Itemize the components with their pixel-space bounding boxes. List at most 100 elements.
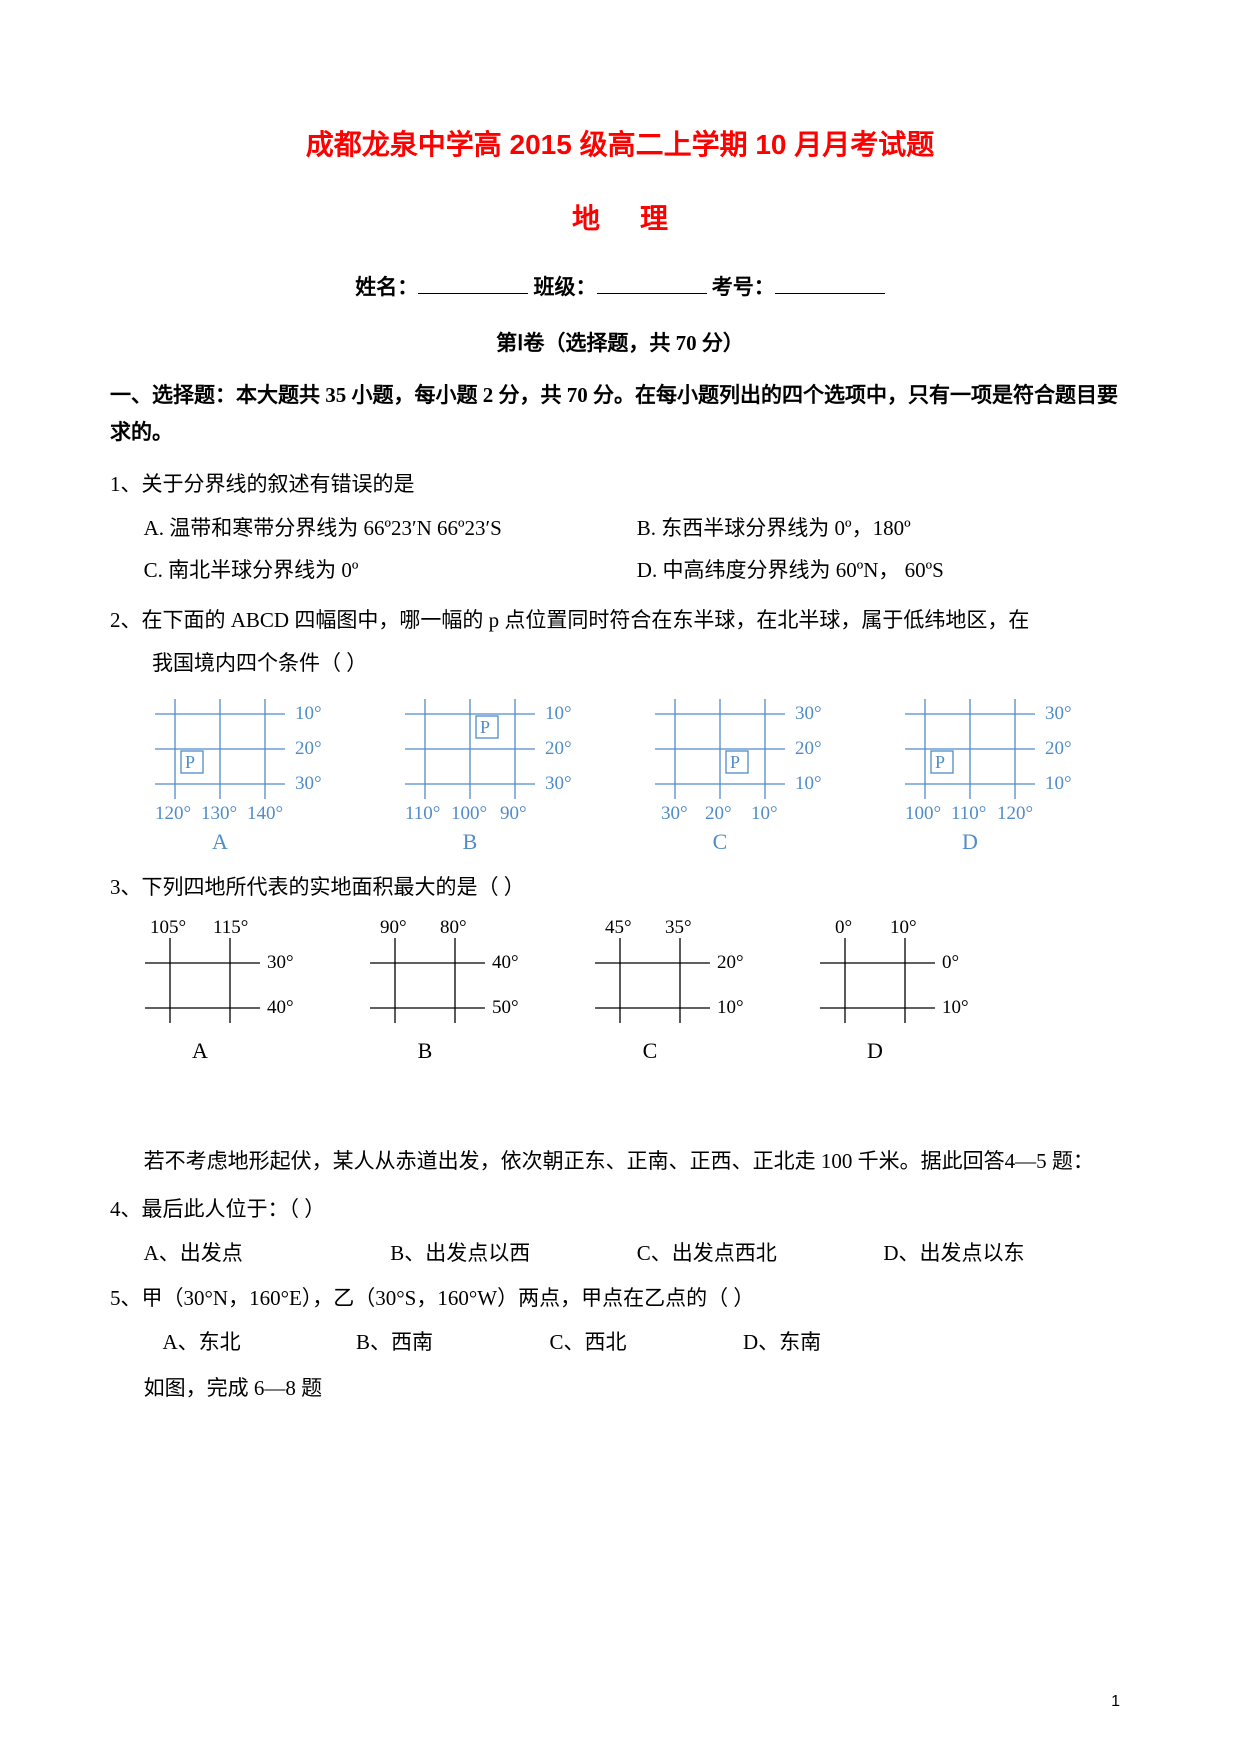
q2c-lat1: 20° xyxy=(795,738,822,759)
q2b-lat2: 30° xyxy=(545,773,572,794)
q5-opt-a[interactable]: A、东北 xyxy=(163,1324,357,1362)
q3c-letter: C xyxy=(643,1038,658,1063)
q1-opt-c[interactable]: C. 南北半球分界线为 0º xyxy=(144,552,637,590)
q2b-p: P xyxy=(480,717,490,737)
exam-title-main: 成都龙泉中学高 2015 级高二上学期 10 月月考试题 xyxy=(110,120,1130,170)
q3a-lon0: 105° xyxy=(150,917,186,938)
page-number: 1 xyxy=(1111,1688,1120,1717)
question-2: 2、在下面的 ABCD 四幅图中，哪一幅的 p 点位置同时符合在东半球，在北半球… xyxy=(110,602,1130,860)
q2d-lon0: 100° xyxy=(905,803,941,824)
examno-input-blank[interactable] xyxy=(775,269,885,294)
q3b-lon1: 80° xyxy=(440,917,467,938)
q3b-lat0: 40° xyxy=(492,952,519,973)
q2-stem-l2: 我国境内四个条件（ ） xyxy=(110,645,1130,683)
q2d-lat1: 20° xyxy=(1045,738,1072,759)
q2-fig-b: 10° 20° 30° 110° 100° 90° P B xyxy=(385,689,625,859)
student-info-line: 姓名： 班级： 考号： xyxy=(110,269,1130,307)
passage-6-8: 如图，完成 6—8 题 xyxy=(110,1370,1130,1408)
q2-stem-l1: 2、在下面的 ABCD 四幅图中，哪一幅的 p 点位置同时符合在东半球，在北半球… xyxy=(110,602,1130,640)
q2a-lat0: 10° xyxy=(295,703,322,724)
question-4: 4、最后此人位于：（ ） A、出发点 B、出发点以西 C、出发点西北 D、出发点… xyxy=(110,1191,1130,1273)
question-3: 3、下列四地所代表的实地面积最大的是（ ） 105° 115° 30° 40° … xyxy=(110,869,1130,1073)
class-label: 班级： xyxy=(534,275,597,299)
q4-opt-a[interactable]: A、出发点 xyxy=(144,1235,391,1273)
q3d-letter: D xyxy=(867,1038,883,1063)
q3-stem: 3、下列四地所代表的实地面积最大的是（ ） xyxy=(110,869,1130,907)
q2b-lon1: 100° xyxy=(451,803,487,824)
class-input-blank[interactable] xyxy=(597,269,707,294)
q1-options: A. 温带和寒带分界线为 66º23′N 66º23′S B. 东西半球分界线为… xyxy=(110,510,1130,594)
q4-opt-d[interactable]: D、出发点以东 xyxy=(883,1235,1130,1273)
q2d-lat2: 10° xyxy=(1045,773,1072,794)
q3c-lat0: 20° xyxy=(717,952,744,973)
q2a-p: P xyxy=(185,752,195,772)
q2d-lon2: 120° xyxy=(997,803,1033,824)
q2-fig-a: 10° 20° 30° 120° 130° 140° P A xyxy=(135,689,375,859)
examno-label: 考号： xyxy=(712,275,775,299)
q2c-lat0: 30° xyxy=(795,703,822,724)
q4-opt-c[interactable]: C、出发点西北 xyxy=(637,1235,884,1273)
q2c-lon2: 10° xyxy=(751,803,778,824)
q5-opt-c[interactable]: C、西北 xyxy=(550,1324,744,1362)
q2c-lon0: 30° xyxy=(661,803,688,824)
q5-opt-d[interactable]: D、东南 xyxy=(743,1324,937,1362)
q2a-lon1: 130° xyxy=(201,803,237,824)
q3b-lon0: 90° xyxy=(380,917,407,938)
q3a-lat1: 40° xyxy=(267,997,294,1018)
q2b-lon2: 90° xyxy=(500,803,527,824)
q3a-letter: A xyxy=(192,1038,208,1063)
q3b-lat1: 50° xyxy=(492,997,519,1018)
q3d-lon0: 0° xyxy=(835,917,852,938)
q3-fig-b: 90° 80° 40° 50° B xyxy=(360,913,575,1073)
q5-opt-b[interactable]: B、西南 xyxy=(356,1324,550,1362)
q4-stem: 4、最后此人位于：（ ） xyxy=(110,1191,1130,1229)
q4-opt-b[interactable]: B、出发点以西 xyxy=(390,1235,637,1273)
q2b-letter: B xyxy=(463,829,478,854)
q2d-letter: D xyxy=(962,829,978,854)
q2d-lon1: 110° xyxy=(951,803,986,824)
q2d-lat0: 30° xyxy=(1045,703,1072,724)
section-header: 第Ⅰ卷（选择题，共 70 分） xyxy=(110,325,1130,363)
q3-fig-c: 45° 35° 20° 10° C xyxy=(585,913,800,1073)
q3c-lon1: 35° xyxy=(665,917,692,938)
section-instructions: 一、选择题：本大题共 35 小题，每小题 2 分，共 70 分。在每小题列出的四… xyxy=(110,377,1130,453)
q2a-lon0: 120° xyxy=(155,803,191,824)
q2c-letter: C xyxy=(713,829,728,854)
q2a-lat2: 30° xyxy=(295,773,322,794)
q2b-lat1: 20° xyxy=(545,738,572,759)
passage-4-5: 若不考虑地形起伏，某人从赤道出发，依次朝正东、正南、正西、正北走 100 千米。… xyxy=(110,1143,1130,1181)
q2b-lat0: 10° xyxy=(545,703,572,724)
exam-title-subject: 地理 xyxy=(110,194,1130,244)
q2d-p: P xyxy=(935,752,945,772)
q5-stem: 5、甲（30°N，160°E），乙（30°S，160°W）两点，甲点在乙点的（ … xyxy=(110,1280,1130,1318)
q2a-lon2: 140° xyxy=(247,803,283,824)
q3d-lat1: 10° xyxy=(942,997,969,1018)
q2b-lon0: 110° xyxy=(405,803,440,824)
q2-fig-c: 30° 20° 10° 30° 20° 10° P C xyxy=(635,689,875,859)
q1-opt-a[interactable]: A. 温带和寒带分界线为 66º23′N 66º23′S xyxy=(144,510,637,548)
q5-options: A、东北 B、西南 C、西北 D、东南 xyxy=(110,1324,1130,1362)
q2a-lat1: 20° xyxy=(295,738,322,759)
q3a-lon1: 115° xyxy=(213,917,248,938)
q3a-lat0: 30° xyxy=(267,952,294,973)
q3c-lat1: 10° xyxy=(717,997,744,1018)
name-label: 姓名： xyxy=(355,275,418,299)
question-1: 1、关于分界线的叙述有错误的是 A. 温带和寒带分界线为 66º23′N 66º… xyxy=(110,466,1130,593)
q2a-letter: A xyxy=(212,829,228,854)
q3-fig-d: 0° 10° 0° 10° D xyxy=(810,913,1025,1073)
q1-opt-d[interactable]: D. 中高纬度分界线为 60ºN， 60ºS xyxy=(637,552,1130,590)
q2-fig-d: 30° 20° 10° 100° 110° 120° P D xyxy=(885,689,1125,859)
q2c-lon1: 20° xyxy=(705,803,732,824)
q2c-p: P xyxy=(730,752,740,772)
q1-stem: 1、关于分界线的叙述有错误的是 xyxy=(110,466,1130,504)
q1-opt-b[interactable]: B. 东西半球分界线为 0º，180º xyxy=(637,510,1130,548)
question-5: 5、甲（30°N，160°E），乙（30°S，160°W）两点，甲点在乙点的（ … xyxy=(110,1280,1130,1362)
passage-6-8-text: 如图，完成 6—8 题 xyxy=(110,1370,1130,1408)
q2-diagrams: 10° 20° 30° 120° 130° 140° P A 10° 2 xyxy=(110,689,1130,859)
q3-diagrams: 105° 115° 30° 40° A 90° 80° 40° 50° xyxy=(110,913,1130,1073)
q3d-lat0: 0° xyxy=(942,952,959,973)
name-input-blank[interactable] xyxy=(418,269,528,294)
q3-fig-a: 105° 115° 30° 40° A xyxy=(135,913,350,1073)
q2c-lat2: 10° xyxy=(795,773,822,794)
q4-options: A、出发点 B、出发点以西 C、出发点西北 D、出发点以东 xyxy=(110,1235,1130,1273)
